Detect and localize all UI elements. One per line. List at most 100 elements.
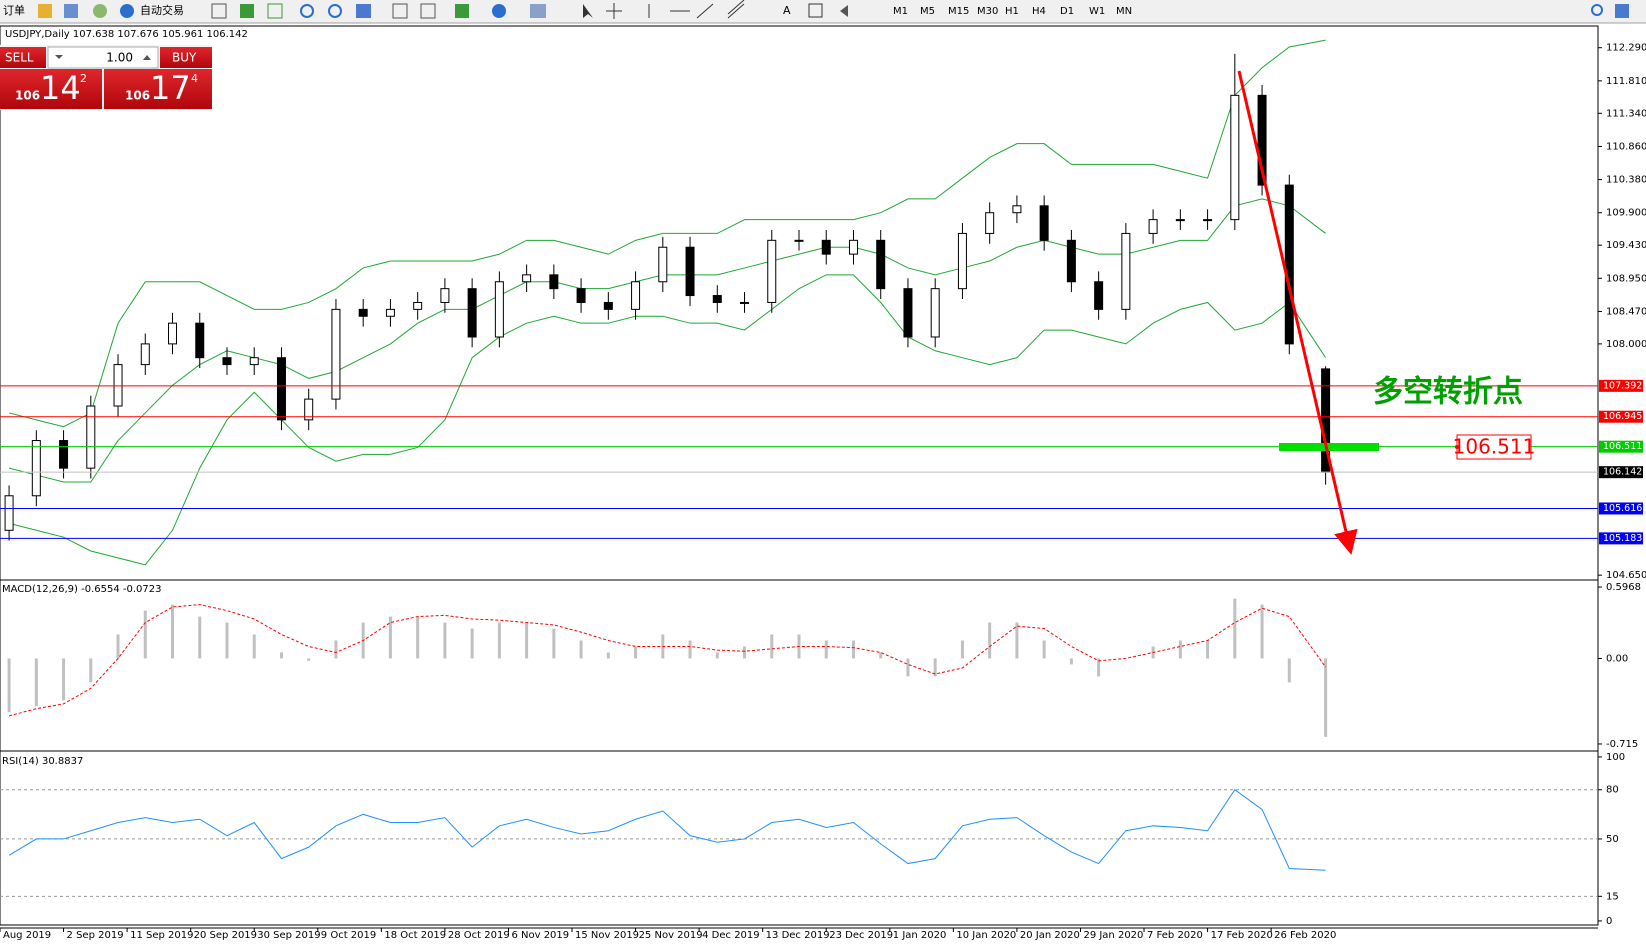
trade-panel: SELL 1.00 BUY 106 14 2 106 17 4: [0, 45, 212, 110]
candle-body: [685, 246, 695, 297]
chart-frame: [0, 25, 1599, 926]
macd-bar: [715, 652, 719, 659]
icon[interactable]: [392, 3, 408, 19]
macd-bar: [579, 640, 583, 659]
timeframe-button[interactable]: M15: [948, 6, 969, 17]
toolbar: 订单 自动交易 A M1 M5 M15 M30 H1 H4 D1 W1 MN: [0, 0, 1646, 24]
price-level-label: 105.616: [1603, 503, 1642, 514]
x-tick-label: 11 Sep 2019: [130, 930, 193, 941]
candle-body: [522, 274, 532, 283]
candle-body: [1257, 94, 1267, 186]
timeframe-button[interactable]: D1: [1060, 6, 1074, 17]
timeframe-button[interactable]: M5: [920, 6, 935, 17]
zoom-out[interactable]: [328, 4, 342, 18]
candle-body: [631, 281, 641, 310]
x-tick-label: 20 Jan 2020: [1020, 930, 1080, 941]
timeframe-button[interactable]: W1: [1089, 6, 1105, 17]
price-level-tag: [1599, 502, 1643, 515]
y-tick-label: 0: [1606, 916, 1612, 927]
icon[interactable]: [38, 4, 52, 18]
price-level-tag: [1599, 379, 1643, 392]
auto-trading-icon[interactable]: [120, 4, 134, 18]
chart-title: USDJPY,Daily 107.638 107.676 105.961 106…: [5, 29, 248, 40]
ask-sup: 4: [191, 72, 198, 85]
timeframe-button[interactable]: H1: [1005, 6, 1019, 17]
candle-body: [4, 495, 14, 531]
channel-tool[interactable]: [727, 0, 745, 19]
auto-trading-button[interactable]: 自动交易: [140, 3, 184, 17]
annotation-text: 多空转折点: [1373, 375, 1523, 410]
timeframes: M1 M5 M15 M30 H1 H4 D1 W1 MN: [893, 6, 1132, 17]
timeframe-button[interactable]: M30: [977, 6, 998, 17]
macd-bar: [334, 640, 338, 659]
x-tick-label: 7 Feb 2020: [1147, 930, 1203, 941]
bid-box[interactable]: [0, 69, 102, 109]
x-tick-label: 10 Jan 2020: [956, 930, 1016, 941]
candle-body: [1284, 184, 1294, 345]
zoom-in[interactable]: [300, 4, 314, 18]
rsi-line: [8, 789, 1326, 871]
icon[interactable]: [492, 4, 506, 18]
order-button[interactable]: 订单: [3, 4, 25, 17]
lot-down[interactable]: [55, 55, 63, 59]
price-level-label: 107.392: [1603, 380, 1642, 391]
text-tool[interactable]: A: [783, 4, 791, 17]
candle-body: [276, 357, 286, 421]
x-tick-label: 2 Sep 2019: [67, 930, 124, 941]
lot-up[interactable]: [143, 55, 151, 60]
sell-button[interactable]: [0, 47, 46, 68]
icon[interactable]: [93, 4, 107, 18]
icon[interactable]: [455, 4, 469, 18]
icon[interactable]: [211, 3, 227, 19]
buy-button[interactable]: [160, 47, 212, 68]
macd-bar: [62, 658, 66, 701]
lot-value[interactable]: 1.00: [106, 51, 133, 65]
x-tick-label: 26 Feb 2020: [1274, 930, 1336, 941]
icon[interactable]: [64, 4, 78, 18]
bollinger-band: [8, 39, 1326, 428]
timeframe-button[interactable]: MN: [1116, 6, 1132, 17]
x-tick-label: Aug 2019: [3, 930, 51, 941]
y-tick-label: 111.340: [1606, 108, 1646, 119]
candle-body: [413, 301, 423, 310]
icon[interactable]: [1615, 4, 1629, 18]
y-tick-label: 110.860: [1606, 141, 1646, 152]
x-tick-label: 4 Dec 2019: [702, 930, 760, 941]
arrow-tool[interactable]: [840, 5, 848, 17]
macd-bar: [988, 622, 992, 659]
lot-input[interactable]: [47, 46, 159, 69]
x-tick-label: 29 Jan 2020: [1083, 930, 1143, 941]
candle-body: [1230, 94, 1240, 221]
annotation-label: 106.511: [1453, 435, 1536, 459]
icon[interactable]: [420, 3, 436, 19]
icon[interactable]: [240, 4, 254, 18]
buy-label[interactable]: BUY: [172, 51, 197, 65]
timeframe-button[interactable]: H4: [1032, 6, 1046, 17]
trendline-tool[interactable]: [696, 3, 714, 19]
timeframe-button[interactable]: M1: [893, 6, 908, 17]
macd-bar: [1324, 658, 1328, 737]
candle-body: [712, 295, 722, 303]
x-tick-label: 28 Oct 2019: [448, 930, 510, 941]
candle-body: [222, 357, 232, 366]
label-tool[interactable]: [808, 3, 823, 18]
macd-bar: [171, 604, 175, 659]
sell-label[interactable]: SELL: [5, 51, 34, 65]
candle-body: [1066, 239, 1076, 283]
macd-bar: [743, 646, 747, 659]
macd-bar: [34, 658, 38, 707]
x-tick-label: 20 Sep 2019: [194, 930, 257, 941]
red-arrow: [1237, 70, 1358, 555]
icon[interactable]: [267, 3, 283, 19]
candle-body: [549, 274, 559, 290]
ask-box[interactable]: [104, 69, 212, 109]
macd-bar: [1069, 658, 1073, 665]
crosshair-tool[interactable]: [606, 3, 622, 19]
x-tick-label: 30 Sep 2019: [257, 930, 320, 941]
icon[interactable]: [356, 4, 371, 18]
macd-bar: [443, 622, 447, 659]
candle-body: [848, 239, 858, 255]
search[interactable]: [1591, 4, 1603, 16]
cursor-tool[interactable]: [583, 4, 593, 18]
icon[interactable]: [530, 4, 546, 18]
